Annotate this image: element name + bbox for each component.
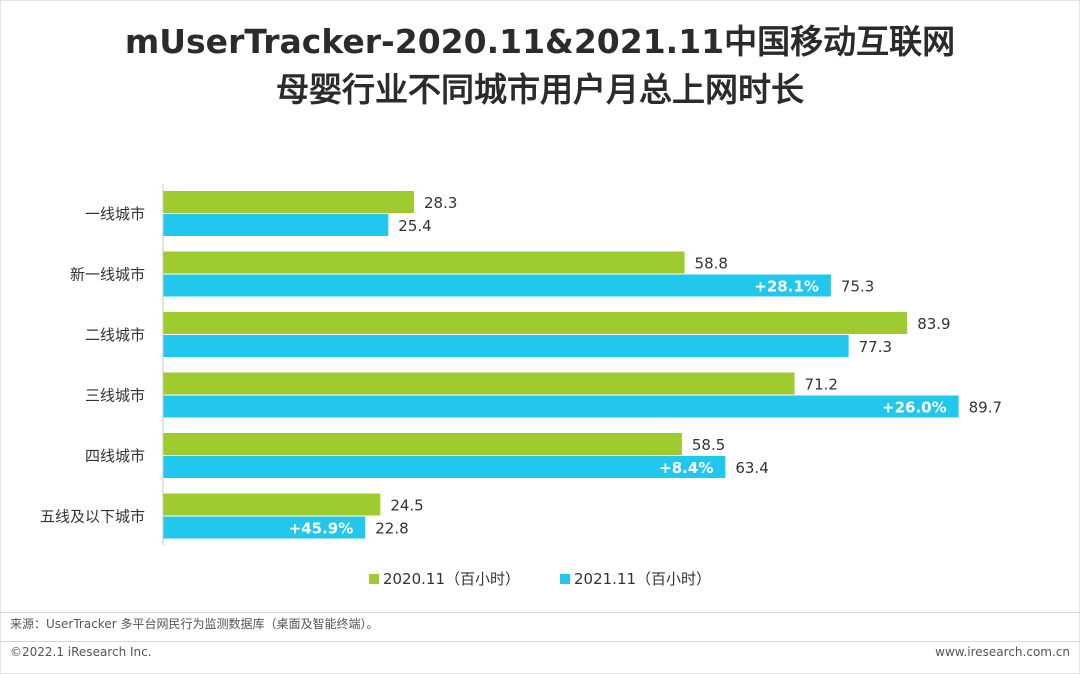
legend-swatch-2020	[368, 573, 379, 584]
divider-bottom	[0, 641, 1080, 642]
data-label: 75.3	[841, 278, 874, 296]
copyright: ©2022.1 iResearch Inc.	[10, 645, 152, 659]
data-label: 24.5	[390, 497, 423, 515]
data-label: 28.3	[424, 194, 457, 212]
bar	[163, 372, 795, 395]
category-label: 一线城市	[85, 205, 145, 223]
category-label: 新一线城市	[70, 266, 145, 284]
bar	[163, 214, 389, 236]
data-label: 58.8	[695, 255, 728, 273]
data-label: 89.7	[969, 399, 1002, 417]
data-label: 71.2	[805, 376, 838, 394]
data-label: 25.4	[398, 217, 431, 235]
bar-chart: 一线城市 28.3 25.4 新一线城市 58.8 75.3 +28.1% 二线城市 83.9 7…	[40, 184, 1002, 545]
data-label: 22.8	[375, 520, 408, 538]
divider-top	[0, 612, 1080, 613]
legend-item-2021: 2021.11（百小时）	[560, 568, 711, 589]
bar	[163, 251, 685, 274]
bar	[163, 191, 415, 213]
source-note: 来源：UserTracker 多平台网民行为监测数据库（桌面及智能终端）。	[10, 617, 379, 631]
website-link[interactable]: www.iresearch.com.cn	[935, 645, 1070, 659]
bar	[163, 274, 831, 297]
legend-label-2021: 2021.11（百小时）	[574, 570, 712, 588]
bar	[163, 335, 849, 357]
chart-title-line2: 母婴行业不同城市用户月总上网时长	[276, 70, 804, 109]
data-label: 77.3	[859, 338, 892, 356]
bar	[163, 312, 908, 334]
growth-label: +8.4%	[659, 459, 713, 477]
legend-item-2020: 2020.11（百小时）	[368, 568, 520, 589]
category-label: 五线及以下城市	[40, 508, 145, 526]
category-label: 四线城市	[85, 447, 145, 465]
chart-title-line1: mUserTracker-2020.11&2021.11中国移动互联网	[124, 22, 956, 61]
growth-label: +28.1%	[754, 278, 819, 296]
category-label: 二线城市	[85, 326, 145, 344]
bar	[163, 456, 726, 478]
bar	[163, 493, 381, 516]
bar	[163, 433, 682, 455]
data-label: 83.9	[917, 315, 950, 333]
legend-swatch-2021	[560, 573, 570, 584]
legend-label-2020: 2020.11（百小时）	[382, 570, 520, 588]
growth-label: +26.0%	[882, 399, 947, 417]
chart-legend: 2020.11（百小时） 2021.11（百小时）	[0, 568, 1080, 589]
bar	[163, 516, 366, 539]
data-label: 58.5	[692, 436, 725, 454]
category-label: 三线城市	[85, 387, 145, 405]
bar	[163, 395, 959, 418]
data-label: 63.4	[735, 459, 768, 477]
growth-label: +45.9%	[289, 520, 354, 538]
